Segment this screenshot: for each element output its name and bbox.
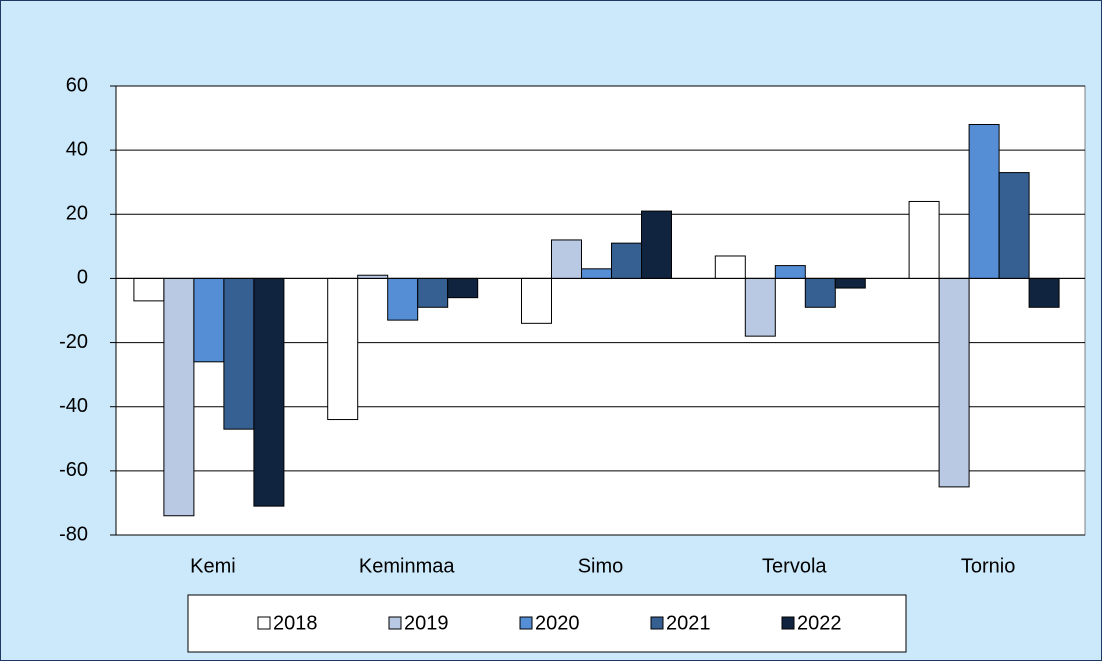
bar bbox=[611, 242, 642, 279]
y-tick-label: -20 bbox=[59, 331, 88, 353]
legend-label: 2018 bbox=[273, 612, 318, 634]
bar bbox=[714, 255, 746, 279]
legend-label: 2021 bbox=[666, 612, 711, 634]
y-tick-label: -40 bbox=[59, 395, 88, 417]
bar bbox=[641, 210, 672, 279]
bar bbox=[327, 277, 359, 421]
x-tick-label: Kemi bbox=[190, 555, 236, 577]
bar bbox=[163, 277, 195, 517]
bar bbox=[387, 277, 419, 321]
legend-swatch bbox=[257, 616, 271, 630]
x-tick-label: Keminmaa bbox=[359, 555, 455, 577]
y-tick-label: -60 bbox=[59, 459, 88, 481]
y-tick-label: 20 bbox=[66, 203, 88, 225]
x-tick-label: Simo bbox=[578, 555, 624, 577]
bar bbox=[193, 277, 225, 363]
legend-label: 2019 bbox=[404, 612, 449, 634]
legend-label: 2022 bbox=[797, 612, 842, 634]
bar bbox=[938, 277, 970, 488]
bar bbox=[998, 172, 1030, 279]
bar bbox=[417, 277, 449, 308]
x-tick-label: Tervola bbox=[762, 555, 827, 577]
y-tick-label: 0 bbox=[77, 267, 88, 289]
y-tick-label: 60 bbox=[66, 74, 88, 96]
bar bbox=[908, 200, 940, 279]
bar bbox=[581, 268, 612, 279]
bar bbox=[774, 265, 806, 279]
legend-swatch bbox=[650, 616, 664, 630]
bar bbox=[968, 123, 1000, 279]
bar bbox=[744, 277, 776, 337]
bar bbox=[447, 277, 479, 299]
bar bbox=[223, 277, 255, 430]
legend-swatch bbox=[781, 616, 795, 630]
bar bbox=[521, 277, 552, 324]
bar bbox=[133, 277, 165, 302]
bar bbox=[551, 239, 582, 279]
bar bbox=[834, 277, 866, 289]
y-tick-label: -80 bbox=[59, 523, 88, 545]
legend-swatch bbox=[519, 616, 533, 630]
legend-swatch bbox=[388, 616, 402, 630]
y-tick-label: 40 bbox=[66, 138, 88, 160]
bar bbox=[1028, 277, 1060, 308]
legend-label: 2020 bbox=[535, 612, 580, 634]
bar bbox=[253, 277, 285, 507]
bar bbox=[804, 277, 836, 308]
x-tick-label: Tornio bbox=[961, 555, 1015, 577]
